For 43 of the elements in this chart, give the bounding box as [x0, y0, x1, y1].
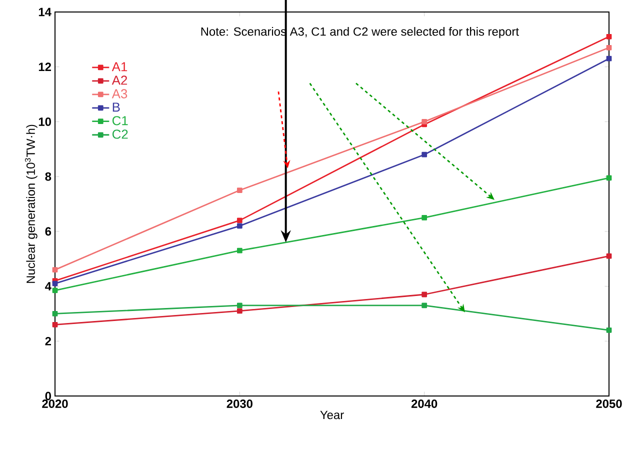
point: [52, 322, 58, 328]
point: [52, 267, 58, 273]
y-tick-label: 8: [45, 172, 52, 181]
point: [606, 56, 612, 62]
point: [236, 188, 242, 193]
point: [422, 152, 428, 158]
y-axis-title: Nuclear generation (10$^{3}$TW·h): [24, 124, 38, 283]
legend-label: A3: [112, 89, 128, 98]
point: [236, 223, 242, 229]
x-axis-title: Year: [320, 410, 344, 420]
point: [236, 218, 242, 224]
point: [52, 311, 58, 316]
y-tick-label: 10: [38, 117, 51, 126]
legend-label: A1: [112, 62, 128, 72]
x-tick-label: 2040: [411, 400, 438, 408]
x-tick-label: 2050: [596, 400, 622, 408]
point: [606, 175, 612, 181]
point: [236, 308, 242, 314]
point: [422, 302, 428, 308]
x-tick-label: 2030: [226, 400, 252, 408]
legend-label: B: [112, 102, 120, 112]
point: [236, 302, 242, 308]
point: [52, 288, 58, 294]
point: [606, 44, 612, 50]
y-tick-label: 2: [45, 336, 52, 346]
point: [236, 248, 242, 254]
x-tick-label: 2020: [42, 400, 68, 408]
point: [422, 119, 428, 124]
y-tick-label: 14: [38, 8, 52, 16]
y-tick-label: 0: [45, 392, 51, 400]
point: [606, 253, 612, 259]
y-tick-label: 6: [45, 227, 52, 236]
legend-label: C2: [112, 130, 128, 139]
legend-label: A2: [112, 76, 128, 85]
legend-label: C1: [112, 116, 128, 126]
point: [422, 292, 428, 298]
point: [606, 34, 612, 40]
point: [422, 215, 428, 220]
y-tick-label: 12: [38, 62, 52, 72]
point: [606, 327, 612, 333]
y-tick-label: 4: [45, 282, 52, 290]
annotation: Note: Scenarios A3, C1 and C2 were selected for this report: [201, 27, 519, 38]
point: [52, 280, 58, 286]
